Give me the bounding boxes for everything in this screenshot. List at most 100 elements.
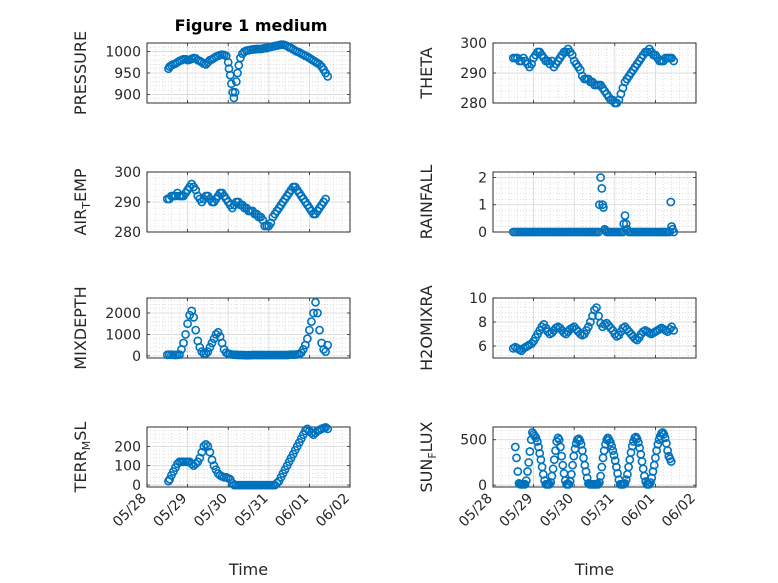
data-point (633, 438, 643, 447)
data-point (510, 442, 520, 452)
data-point (311, 297, 320, 307)
data-point (608, 446, 618, 455)
x-axis-label: Time (228, 560, 268, 579)
y-tick-label: 2 (478, 170, 487, 186)
data-point (302, 334, 312, 344)
data-point (524, 458, 534, 467)
y-axis-label: MIXDEPTH (71, 286, 90, 369)
x-tick-label: 05/31 (578, 491, 618, 531)
data-point (646, 478, 655, 487)
data-point (323, 340, 333, 350)
data-point (596, 471, 605, 481)
data-point (512, 453, 521, 463)
data-series (508, 173, 679, 237)
y-tick-label: 1000 (105, 327, 141, 343)
axes-border (146, 426, 351, 488)
y-tick-label: 10 (469, 291, 487, 307)
x-tick-label: 05/29 (151, 491, 191, 531)
data-point (558, 460, 568, 470)
y-tick-label: 280 (460, 96, 487, 112)
data-point (632, 335, 642, 345)
y-axis-label: SUNFLUX (417, 421, 439, 492)
data-point (653, 439, 663, 449)
data-point (669, 325, 679, 335)
data-point (597, 462, 607, 472)
subplot-2: 280 290 300 THETA (417, 36, 697, 112)
data-point (532, 437, 542, 446)
data-point (527, 339, 536, 348)
data-point (179, 338, 188, 348)
data-point (272, 478, 282, 488)
data-point (309, 308, 318, 318)
data-series (508, 44, 679, 108)
data-point (599, 203, 608, 212)
data-point (537, 322, 547, 332)
data-point (520, 479, 530, 489)
y-axis-label: H2OMIXRA (417, 285, 436, 371)
y-tick-label: 950 (114, 66, 141, 82)
x-tick-label: 05/28 (456, 491, 496, 531)
data-point (306, 317, 316, 326)
data-point (304, 325, 314, 335)
data-point (203, 347, 213, 356)
subplot-3: 280 290 300 AIRTEMP (71, 165, 351, 241)
x-tick-label: 05/30 (537, 491, 577, 531)
data-point (557, 451, 566, 461)
data-point (521, 476, 531, 485)
data-point (660, 433, 670, 443)
data-point (597, 183, 607, 193)
y-tick-label: 300 (460, 36, 487, 52)
data-point (620, 211, 630, 220)
data-point (205, 447, 215, 457)
data-point (191, 325, 201, 335)
data-point (201, 439, 211, 449)
data-point (567, 469, 576, 479)
subplot-1: 900 950 1000 PRESSURE (71, 31, 351, 115)
axes-frame (146, 426, 351, 488)
y-axis-label: AIRTEMP (71, 168, 93, 235)
data-point (621, 219, 631, 229)
data-point (609, 450, 619, 460)
data-point (175, 350, 184, 359)
y-tick-label: 0 (478, 478, 487, 494)
data-series (508, 303, 679, 356)
y-tick-label: 900 (114, 87, 141, 103)
data-point (666, 197, 676, 207)
x-tick-label: 06/02 (659, 491, 699, 531)
y-tick-label: 200 (114, 439, 141, 455)
data-point (543, 327, 553, 336)
data-point (663, 446, 672, 455)
data-point (620, 478, 630, 488)
data-point (313, 308, 322, 318)
data-point (195, 342, 205, 352)
x-tick-label: 05/29 (497, 491, 537, 531)
data-series (162, 179, 330, 231)
y-tick-label: 0 (478, 225, 487, 241)
y-axis-label: RAINFALL (417, 165, 436, 240)
data-point (666, 457, 676, 466)
y-tick-label: 100 (114, 459, 141, 475)
data-point (205, 342, 215, 352)
y-tick-label: 280 (114, 225, 141, 241)
data-point (199, 441, 209, 451)
x-tick-label: 05/31 (232, 491, 272, 531)
data-point (575, 436, 585, 445)
data-point (298, 344, 308, 354)
data-point (323, 72, 333, 81)
y-tick-label: 6 (478, 339, 487, 355)
data-point (621, 475, 631, 485)
subplot-8: 0 500 05/28 05/29 05/30 05/31 06/01 06/02 Time SU… (417, 421, 699, 579)
data-point (584, 322, 593, 332)
data-point (321, 194, 330, 204)
figure-title: Figure 1 medium (175, 16, 328, 35)
y-tick-label: 290 (114, 195, 141, 211)
data-point (523, 467, 532, 476)
subplot-5: 0 1000 2000 MIXDEPTH (71, 286, 351, 370)
data-point (213, 327, 223, 337)
x-tick-label: 06/02 (313, 491, 353, 531)
x-tick-label: 05/30 (191, 491, 231, 531)
y-tick-label: 0 (132, 349, 141, 365)
data-point (590, 305, 599, 315)
